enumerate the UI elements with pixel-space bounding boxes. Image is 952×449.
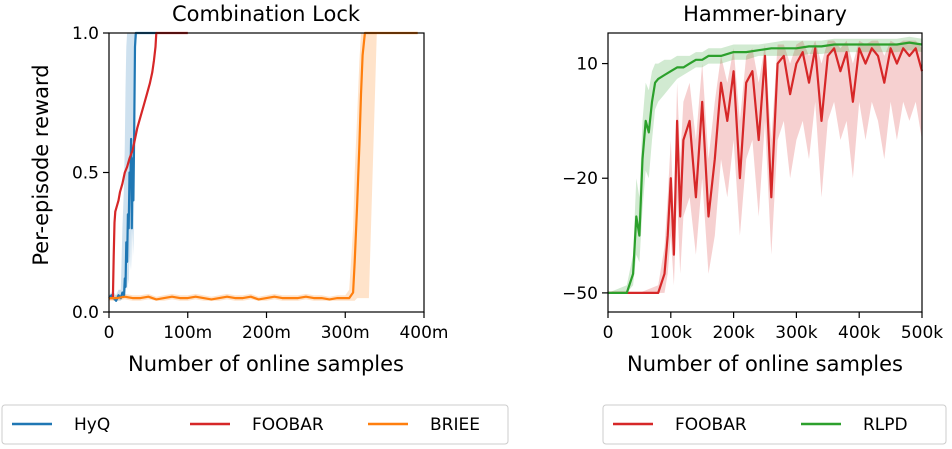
plot-frame: [607, 32, 923, 313]
legend-hammer-binary: FOOBAR RLPD: [602, 404, 947, 445]
x-tick-label: 300m: [321, 323, 370, 343]
plot-frame: [108, 32, 425, 313]
plot-area: [608, 36, 924, 294]
x-tick-label: 100m: [163, 323, 212, 343]
series-line-rlpd: [608, 41, 923, 294]
x-tick-label: 400m: [399, 323, 448, 343]
series-line-foobar: [608, 47, 924, 294]
series-band-briee: [109, 33, 418, 301]
x-tick-label: 200m: [242, 323, 291, 343]
chart-hammer-binary: Hammer-binary 0 100k 200k 300k 400k 500k −50 −2…: [562, 2, 943, 376]
axes: 0 100m 200m 300m 400m 0.0 0.5 1.0: [72, 24, 449, 343]
legend-label-hyq: HyQ: [74, 415, 110, 435]
legend-label-rlpd: RLPD: [863, 415, 908, 435]
legend-label-foobar: FOOBAR: [675, 415, 747, 435]
chart-title: Hammer-binary: [683, 2, 847, 26]
x-tick-label: 400k: [838, 323, 880, 343]
x-tick-label: 300k: [775, 323, 817, 343]
y-tick-label: −50: [562, 284, 598, 304]
y-tick-label: 10: [576, 55, 598, 75]
y-tick-label: 0.5: [72, 164, 99, 184]
series-line-foobar: [109, 31, 188, 300]
legend-label-briee: BRIEE: [430, 415, 480, 435]
axes: 0 100k 200k 300k 400k 500k −50 −20 10: [562, 55, 943, 343]
chart-title: Combination Lock: [172, 2, 361, 26]
x-tick-label: 500k: [901, 323, 943, 343]
y-tick-label: 0.0: [72, 303, 99, 323]
y-tick-label: 1.0: [72, 24, 99, 44]
x-axis-label: Number of online samples: [627, 352, 903, 376]
x-axis-label: Number of online samples: [128, 352, 404, 376]
legend-combination-lock: HyQ FOOBAR BRIEE: [1, 404, 509, 445]
legend-frame: [1, 404, 509, 445]
series-line-briee: [109, 31, 418, 301]
x-tick-label: 100k: [650, 323, 692, 343]
x-tick-label: 200k: [712, 323, 754, 343]
y-tick-label: −20: [562, 169, 598, 189]
x-tick-label: 0: [603, 323, 614, 343]
series-band-foobar: [608, 40, 922, 293]
x-tick-label: 0: [104, 323, 115, 343]
legend-label-foobar: FOOBAR: [252, 415, 324, 435]
chart-combination-lock: Combination Lock 0 100m 200m 300m 400m 0.0 0.5…: [72, 2, 449, 376]
y-axis-label: Per-episode reward: [29, 64, 53, 265]
legend-frame: [602, 404, 947, 445]
plot-area: [108, 31, 418, 302]
